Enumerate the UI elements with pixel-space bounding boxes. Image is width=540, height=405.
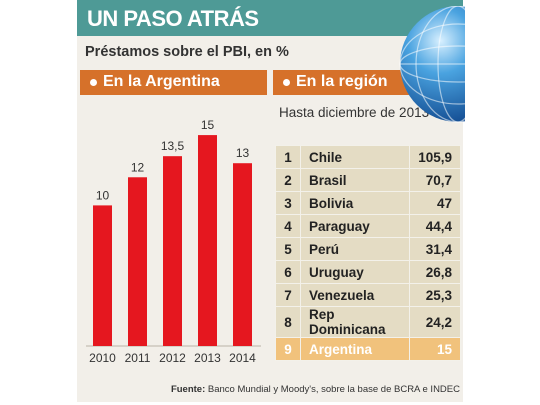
bullet-icon <box>90 79 97 86</box>
rank-cell: 2 <box>275 168 301 192</box>
country-cell: Uruguay <box>300 260 410 284</box>
title-bar <box>77 0 463 36</box>
chart-subtitle: Préstamos sobre el PBI, en % <box>85 44 289 60</box>
value-cell: 24,2 <box>409 306 461 338</box>
table-row: 3 Bolivia 47 <box>275 191 461 215</box>
bar-value-label: 10 <box>96 188 110 202</box>
value-cell: 105,9 <box>409 145 461 169</box>
section-header-argentina: En la Argentina <box>80 70 267 95</box>
region-note: Hasta diciembre de 2013 <box>279 105 430 120</box>
country-cell: Argentina <box>300 337 410 361</box>
bar-value-label: 13 <box>236 146 250 160</box>
rank-cell: 3 <box>275 191 301 215</box>
bar-2011 <box>128 177 147 346</box>
country-cell: Paraguay <box>300 214 410 238</box>
country-cell: Rep Dominicana <box>300 306 410 338</box>
bar-2013 <box>198 135 217 346</box>
table-row: 9 Argentina 15 <box>275 337 461 361</box>
source-label: Fuente: <box>170 384 206 395</box>
page-title: UN PASO ATRÁS <box>87 6 259 31</box>
bar-chart: 10 2010 12 2011 13,5 2012 15 2013 13 2014 <box>86 118 261 365</box>
table-row: 4 Paraguay 44,4 <box>275 214 461 238</box>
x-tick-label: 2010 <box>89 351 116 365</box>
rank-cell: 6 <box>275 260 301 284</box>
bar-2014 <box>233 163 252 346</box>
bar-value-label: 12 <box>131 160 145 174</box>
table-row: 6 Uruguay 26,8 <box>275 260 461 284</box>
region-ranking-table: 1 Chile 105,9 2 Brasil 70,7 3 Bolivia 47 4 Paragua… <box>275 145 461 361</box>
bar-2012 <box>163 156 182 346</box>
country-cell: Brasil <box>300 168 410 192</box>
value-cell: 31,4 <box>409 237 461 261</box>
table-row: 7 Venezuela 25,3 <box>275 283 461 307</box>
value-cell: 25,3 <box>409 283 461 307</box>
x-tick-label: 2014 <box>229 351 256 365</box>
table-row: 8 Rep Dominicana 24,2 <box>275 306 461 338</box>
x-tick-label: 2013 <box>194 351 221 365</box>
rank-cell: 8 <box>275 306 301 338</box>
rank-cell: 9 <box>275 337 301 361</box>
table-row: 5 Perú 31,4 <box>275 237 461 261</box>
country-cell: Venezuela <box>300 283 410 307</box>
value-cell: 44,4 <box>409 214 461 238</box>
section-label-argentina: En la Argentina <box>103 73 220 90</box>
section-label-region: En la región <box>296 73 388 90</box>
globe-icon <box>399 6 465 123</box>
source-text: Banco Mundial y Moody's, sobre la base d… <box>207 384 460 395</box>
x-tick-label: 2011 <box>125 351 151 365</box>
bar-value-label: 15 <box>201 118 215 132</box>
value-cell: 47 <box>409 191 461 215</box>
x-tick-label: 2012 <box>159 351 186 365</box>
value-cell: 15 <box>409 337 461 361</box>
rank-cell: 4 <box>275 214 301 238</box>
value-cell: 70,7 <box>409 168 461 192</box>
rank-cell: 7 <box>275 283 301 307</box>
table-row: 1 Chile 105,9 <box>275 145 461 169</box>
country-cell: Bolivia <box>300 191 410 215</box>
table-row: 2 Brasil 70,7 <box>275 168 461 192</box>
country-cell: Perú <box>300 237 410 261</box>
country-cell: Chile <box>300 145 410 169</box>
bar-value-label: 13,5 <box>161 139 185 153</box>
rank-cell: 5 <box>275 237 301 261</box>
value-cell: 26,8 <box>409 260 461 284</box>
bar-2010 <box>93 205 112 346</box>
bullet-icon <box>283 79 290 86</box>
rank-cell: 1 <box>275 145 301 169</box>
source-note: Fuente: Banco Mundial y Moody's, sobre l… <box>80 384 460 395</box>
